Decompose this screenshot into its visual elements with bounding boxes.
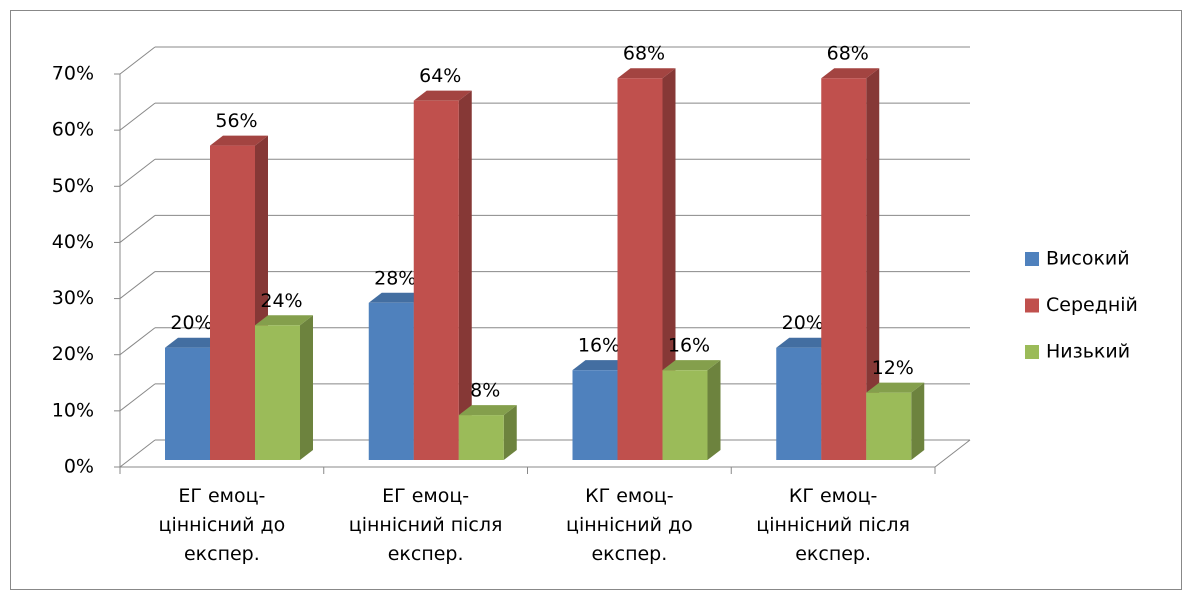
data-label: 8%	[470, 380, 500, 402]
bar-side	[866, 68, 880, 460]
legend-label: Низький	[1046, 341, 1130, 363]
bar	[255, 325, 300, 460]
y-tick-label: 60%	[52, 119, 94, 141]
grid-line	[119, 271, 156, 299]
data-label: 68%	[623, 43, 665, 65]
legend-swatch	[1025, 252, 1039, 266]
y-tick-label: 10%	[52, 399, 94, 421]
data-label: 12%	[872, 357, 914, 379]
bar	[821, 78, 867, 460]
data-label: 16%	[578, 335, 620, 357]
data-label: 68%	[827, 43, 869, 65]
bar-side	[503, 405, 517, 460]
bar-top	[866, 382, 925, 393]
grid-line	[119, 215, 156, 243]
bar	[210, 145, 255, 460]
bar-top	[413, 90, 472, 101]
legend-label: Середній	[1046, 294, 1138, 316]
bar-top	[210, 135, 268, 146]
grid-line	[119, 439, 156, 468]
x-tick-label: ЕГ емоц-ціннісний до експер.	[158, 485, 286, 565]
bar-top	[617, 68, 676, 79]
bar-top	[572, 360, 631, 371]
bar-top	[458, 405, 517, 416]
legend-label: Високий	[1046, 248, 1130, 270]
grid-line	[119, 383, 156, 412]
bar-side	[458, 90, 472, 460]
legend-swatch	[1025, 298, 1039, 313]
data-label: 16%	[668, 335, 710, 357]
bar	[866, 392, 912, 460]
bar	[368, 302, 414, 460]
grid-line	[119, 158, 156, 187]
data-label: 24%	[260, 290, 302, 312]
data-label: 64%	[419, 65, 461, 87]
y-tick-label: 50%	[52, 175, 94, 197]
data-label: 20%	[782, 312, 824, 334]
grid-line	[119, 46, 156, 75]
bar-top	[255, 315, 313, 326]
x-tick-label: КГ емоц-ціннісний до експер.	[566, 485, 693, 565]
bar	[572, 370, 618, 460]
bar-side	[662, 68, 676, 460]
y-tick-label: 30%	[52, 287, 94, 309]
bar	[662, 370, 708, 460]
data-label: 28%	[374, 267, 416, 289]
bar	[776, 347, 822, 460]
bar-top	[662, 360, 721, 371]
bar-top	[821, 68, 880, 79]
bar-top	[776, 337, 835, 348]
bar	[617, 78, 663, 460]
data-label: 20%	[170, 312, 212, 334]
bar-top	[165, 337, 223, 348]
bar-top	[368, 292, 427, 303]
y-tick-label: 40%	[52, 231, 94, 253]
bar	[413, 100, 459, 460]
y-tick-label: 70%	[52, 63, 94, 85]
x-tick-label: КГ емоц-ціннісний після експер.	[756, 485, 910, 565]
chart-border	[10, 10, 1182, 590]
bar-side	[707, 360, 721, 460]
bar-side	[911, 382, 925, 460]
x-tick-label: ЕГ емоц-ціннісний після експер.	[348, 485, 503, 565]
data-label: 56%	[215, 110, 257, 132]
bar	[458, 415, 504, 460]
bar	[165, 347, 210, 460]
axis-line	[934, 439, 971, 468]
grid-line	[119, 102, 156, 131]
bar-side	[300, 315, 313, 460]
y-tick-label: 20%	[52, 343, 94, 365]
y-tick-label: 0%	[64, 456, 94, 478]
grid-line	[119, 327, 156, 356]
legend-swatch	[1025, 345, 1039, 359]
